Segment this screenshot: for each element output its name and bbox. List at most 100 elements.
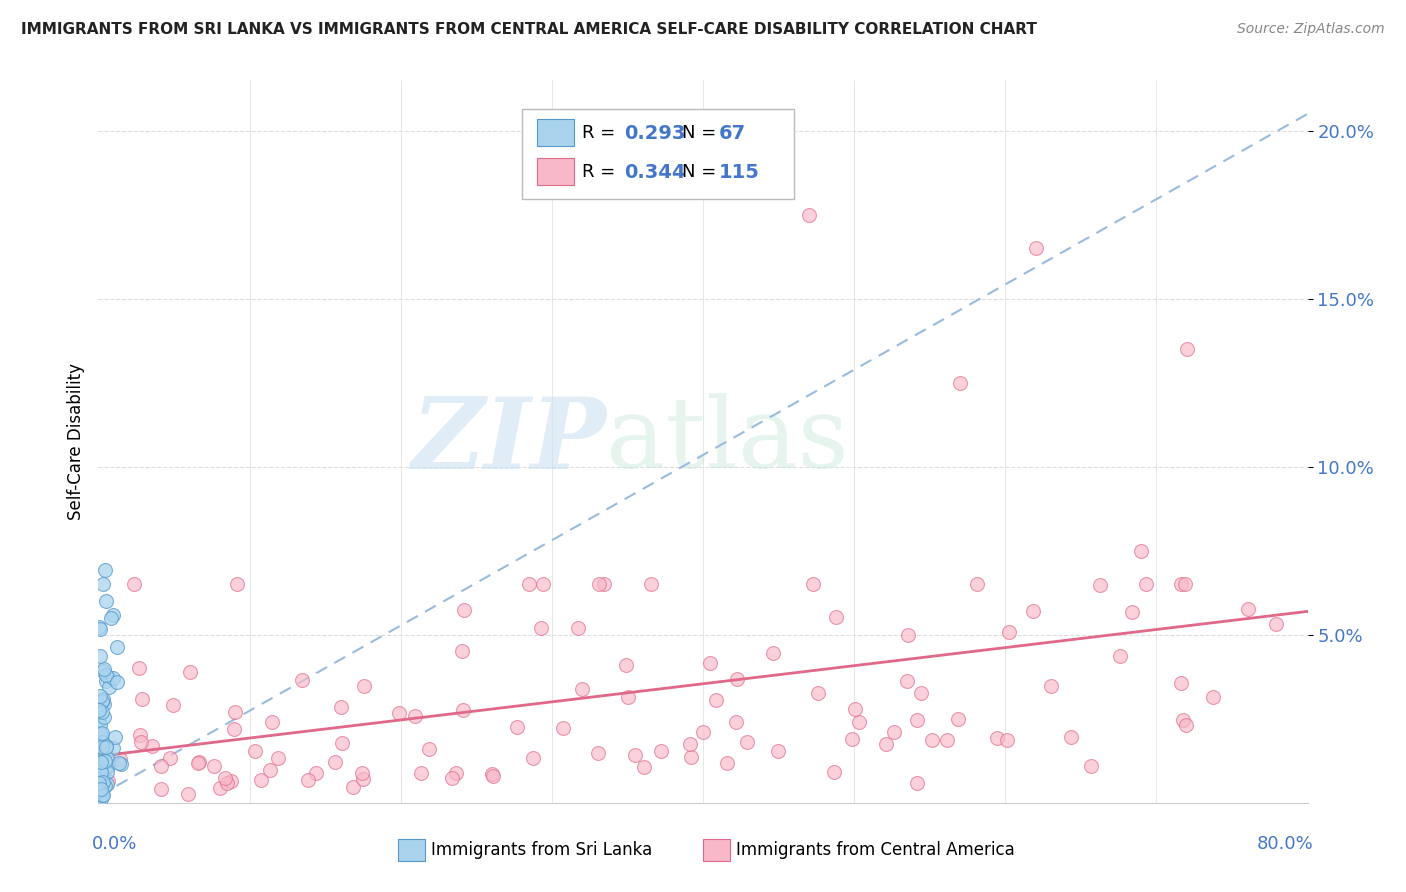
Point (87, 620, 110, 634)
Point (90, 781, 112, 796)
Point (94, 740, 117, 755)
Point (352, 766, 374, 780)
Point (90, 735, 112, 749)
Point (89, 761, 111, 775)
Point (87, 703, 110, 717)
Point (108, 752, 131, 766)
Text: Immigrants from Sri Lanka: Immigrants from Sri Lanka (432, 841, 652, 859)
Point (530, 621, 553, 635)
Point (89, 725, 111, 739)
Point (1024, 241, 1046, 255)
Point (650, 744, 672, 758)
Point (90, 765, 112, 780)
Point (450, 643, 472, 657)
Point (94, 747, 117, 762)
Point (910, 686, 932, 700)
FancyBboxPatch shape (537, 119, 574, 146)
Point (224, 722, 246, 736)
Text: 0.344: 0.344 (624, 162, 686, 182)
Point (110, 757, 132, 772)
Point (329, 700, 352, 714)
Point (129, 728, 152, 742)
Point (681, 750, 703, 764)
Point (1174, 577, 1197, 591)
Point (481, 766, 503, 780)
Point (986, 731, 1008, 745)
Point (1264, 617, 1286, 632)
Point (97, 670, 120, 684)
Y-axis label: Self-Care Disability: Self-Care Disability (66, 363, 84, 520)
Point (250, 772, 273, 787)
Text: 67: 67 (718, 123, 745, 143)
Text: 80.0%: 80.0% (1257, 835, 1313, 854)
Text: N =: N = (682, 124, 723, 142)
Point (90, 738, 112, 752)
Point (905, 713, 928, 727)
Point (188, 755, 211, 769)
Point (187, 756, 209, 771)
Point (87, 784, 110, 798)
Text: N =: N = (682, 163, 723, 181)
Point (624, 747, 647, 762)
Point (1060, 730, 1083, 744)
Point (841, 731, 863, 746)
Text: R =: R = (582, 124, 621, 142)
Point (266, 751, 288, 765)
Point (883, 725, 905, 739)
Point (91, 788, 114, 802)
Point (506, 720, 529, 734)
Point (94, 755, 117, 769)
Point (90, 753, 112, 767)
Text: R =: R = (582, 163, 621, 181)
Point (129, 735, 152, 749)
Point (94, 668, 117, 682)
Point (89, 753, 111, 767)
Point (699, 657, 721, 671)
Point (91, 774, 114, 789)
Point (101, 671, 124, 685)
Point (90, 727, 112, 741)
Point (1040, 679, 1063, 693)
Point (966, 577, 988, 591)
Point (304, 766, 326, 780)
Text: Immigrants from Central America: Immigrants from Central America (735, 841, 1014, 859)
Point (404, 709, 426, 723)
Point (995, 733, 1018, 747)
Point (704, 692, 727, 706)
Point (896, 674, 918, 689)
Point (330, 736, 353, 750)
Point (1135, 577, 1157, 591)
Point (90, 775, 112, 789)
Point (91, 753, 114, 767)
Point (87, 784, 110, 798)
Point (209, 780, 232, 795)
Point (101, 740, 124, 755)
Point (91, 767, 114, 781)
Point (131, 692, 153, 706)
Point (1090, 577, 1112, 591)
Point (225, 577, 247, 591)
Point (724, 714, 747, 729)
Point (87, 758, 110, 772)
Point (409, 766, 432, 780)
FancyBboxPatch shape (703, 838, 730, 861)
Point (593, 577, 616, 591)
Point (766, 744, 789, 758)
Point (418, 742, 440, 756)
Point (531, 577, 554, 591)
Point (1109, 649, 1132, 664)
Point (519, 577, 541, 591)
Point (342, 780, 364, 794)
Point (571, 682, 593, 697)
Point (89, 689, 111, 703)
Point (122, 577, 145, 591)
Point (94, 761, 117, 775)
Point (297, 772, 319, 787)
Point (440, 771, 463, 785)
Point (90, 792, 112, 806)
Point (91, 788, 114, 802)
Text: 0.293: 0.293 (624, 123, 686, 143)
Point (91, 780, 114, 795)
Point (291, 673, 314, 687)
Point (245, 744, 267, 758)
